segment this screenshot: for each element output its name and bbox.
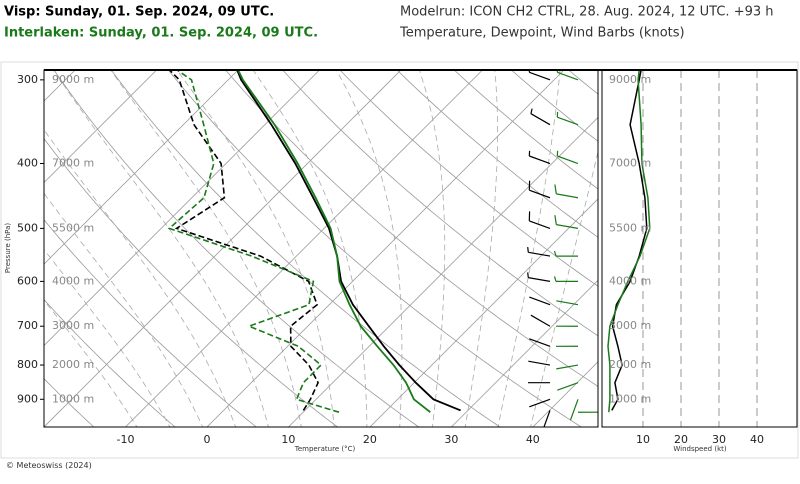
moist-adiabat [402, 27, 444, 430]
height-label: 5500 m [52, 221, 94, 234]
axes: -10 0 10 20 30 40 300 9000 m 9000 m 400 7000 m 7000… [17, 73, 764, 446]
subtitle: Temperature, Dewpoint, Wind Barbs (knots… [399, 26, 685, 41]
dewpoint-line [169, 70, 339, 412]
dry-adiabat [684, 27, 800, 444]
model-run: Modelrun: ICON CH2 CTRL, 28. Aug. 2024, … [400, 5, 774, 20]
wind-barb [555, 185, 578, 198]
height-label: 3000 m [609, 319, 651, 332]
wind-barb [529, 57, 550, 70]
dry-adiabat [245, 27, 773, 444]
footer: © Meteoswiss (2024) [6, 461, 92, 470]
y-tick-label: 600 [17, 274, 38, 287]
dry-adiabat [136, 27, 609, 444]
wind-barb [571, 399, 579, 420]
dry-adiabat [410, 27, 800, 444]
x-axis-title: Temperature (°C) [294, 445, 356, 453]
wind-barb [557, 383, 578, 391]
wind-barb [528, 272, 550, 281]
height-label: 2000 m [609, 358, 651, 371]
moist-adiabat [465, 27, 498, 430]
main-background [0, 27, 800, 444]
dry-adiabat [574, 27, 800, 444]
wind-barb [556, 301, 578, 305]
x-tick-label: 10 [636, 433, 650, 446]
main-data [169, 57, 600, 431]
wind-data [608, 70, 757, 427]
x-tick-label: 40 [750, 433, 764, 446]
dry-adiabat [0, 27, 195, 444]
wind-barb [531, 315, 550, 326]
y-tick-label: 900 [17, 392, 38, 405]
x-tick-label: 30 [444, 433, 458, 446]
temperature-line [237, 70, 460, 410]
wind-barb [529, 339, 550, 346]
temperature-line [238, 70, 430, 412]
height-label: 3000 m [52, 319, 94, 332]
wind-barb [529, 399, 550, 407]
dry-adiabat [629, 27, 800, 444]
height-label: 5500 m [609, 221, 651, 234]
wind-barb [557, 151, 578, 164]
x-tick-label: 0 [203, 433, 210, 446]
dry-adiabat [300, 27, 800, 444]
height-label: 2000 m [52, 358, 94, 371]
dry-adiabat [738, 27, 800, 444]
y-tick-label: 400 [17, 157, 38, 170]
dry-adiabat [355, 27, 800, 444]
wind-axis-title: Windspeed (kt) [673, 445, 726, 453]
y-axis-title: Pressure (hPa) [4, 223, 12, 273]
wind-frame [602, 70, 797, 427]
x-tick-label: 40 [526, 433, 540, 446]
x-tick-label: 20 [363, 433, 377, 446]
height-label: 9000 m [52, 73, 94, 86]
grid-line [451, 70, 800, 427]
dewpoint-line [170, 70, 319, 410]
dry-adiabat [0, 27, 360, 444]
grid-line [125, 70, 482, 427]
height-label: 7000 m [52, 157, 94, 170]
height-label: 4000 m [609, 274, 651, 287]
height-label: 9000 m [609, 73, 651, 86]
y-tick-label: 800 [17, 358, 38, 371]
station-2-title: Interlaken: Sunday, 01. Sep. 2024, 09 UT… [4, 26, 318, 41]
y-tick-label: 500 [17, 221, 38, 234]
wind-barb [529, 151, 550, 164]
height-label: 4000 m [52, 274, 94, 287]
x-tick-label: 10 [281, 433, 295, 446]
moist-adiabat [497, 27, 563, 430]
wind-barb [531, 109, 550, 125]
x-tick-label: -10 [116, 433, 134, 446]
y-tick-label: 700 [17, 319, 38, 332]
isotherm [0, 70, 238, 427]
station-1-title: Visp: Sunday, 01. Sep. 2024, 09 UTC. [4, 5, 274, 20]
wind-barb [555, 251, 579, 256]
moist-adiabat [82, 27, 302, 430]
grid-line [207, 70, 564, 427]
dry-adiabat [464, 27, 800, 444]
grid-line [533, 70, 800, 427]
height-label: 1000 m [52, 392, 94, 405]
dry-adiabat [81, 27, 526, 444]
dry-adiabat [26, 27, 443, 444]
height-label: 7000 m [609, 157, 651, 170]
isotherm [0, 70, 157, 427]
y-tick-label: 300 [17, 73, 38, 86]
wind-barb [528, 247, 550, 256]
isotherm [696, 70, 800, 427]
wind-barb [557, 57, 578, 70]
grid-line [288, 70, 645, 427]
height-label: 1000 m [609, 392, 651, 405]
outer-frame [1, 62, 798, 458]
